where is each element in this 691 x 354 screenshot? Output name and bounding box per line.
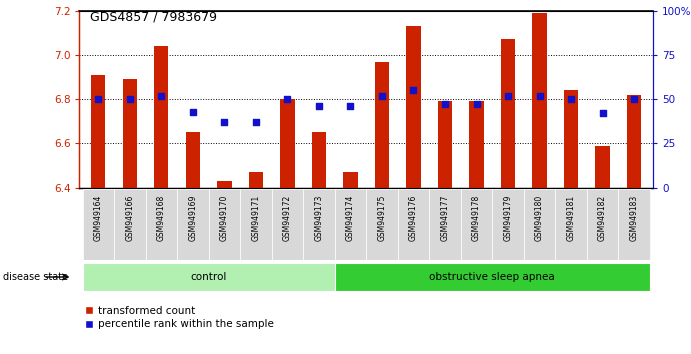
Legend: transformed count, percentile rank within the sample: transformed count, percentile rank withi… (85, 306, 274, 329)
Bar (469, 101, 484, 188)
FancyBboxPatch shape (556, 189, 587, 260)
Point (93, 96, 104, 102)
Bar (438, 101, 452, 188)
Point (124, 96, 135, 102)
Bar (154, 46, 169, 188)
FancyBboxPatch shape (177, 189, 209, 260)
FancyBboxPatch shape (334, 189, 366, 260)
FancyBboxPatch shape (146, 189, 177, 260)
Text: GSM949175: GSM949175 (377, 195, 386, 241)
Bar (186, 132, 200, 188)
Text: GSM949174: GSM949174 (346, 195, 355, 241)
Point (282, 96, 293, 102)
Bar (249, 172, 263, 188)
Text: GSM949166: GSM949166 (125, 195, 134, 241)
Text: GSM949170: GSM949170 (220, 195, 229, 241)
FancyBboxPatch shape (303, 189, 334, 260)
Text: GSM949177: GSM949177 (440, 195, 450, 241)
Text: control: control (191, 272, 227, 282)
FancyBboxPatch shape (240, 189, 272, 260)
Text: GSM949168: GSM949168 (157, 195, 166, 241)
Point (534, 93, 545, 98)
Text: GSM949181: GSM949181 (567, 195, 576, 241)
Text: GSM949169: GSM949169 (189, 195, 198, 241)
Bar (406, 26, 421, 188)
Point (219, 119, 230, 125)
Text: GSM949179: GSM949179 (504, 195, 513, 241)
FancyBboxPatch shape (272, 189, 303, 260)
Bar (218, 181, 231, 188)
FancyBboxPatch shape (366, 189, 398, 260)
Text: disease state: disease state (3, 272, 68, 282)
FancyBboxPatch shape (83, 263, 334, 291)
FancyBboxPatch shape (83, 189, 114, 260)
FancyBboxPatch shape (492, 189, 524, 260)
FancyBboxPatch shape (209, 189, 240, 260)
FancyBboxPatch shape (429, 189, 461, 260)
Text: GDS4857 / 7983679: GDS4857 / 7983679 (90, 11, 217, 24)
FancyBboxPatch shape (618, 189, 650, 260)
Text: GSM949171: GSM949171 (252, 195, 261, 241)
Bar (564, 90, 578, 188)
Point (439, 102, 451, 107)
Point (377, 93, 388, 98)
Bar (281, 99, 294, 188)
Text: GSM949180: GSM949180 (535, 195, 544, 241)
Bar (501, 39, 515, 188)
Text: GSM949164: GSM949164 (94, 195, 103, 241)
Point (156, 93, 167, 98)
Point (565, 96, 576, 102)
FancyBboxPatch shape (114, 189, 146, 260)
Point (408, 87, 419, 93)
Text: obstructive sleep apnea: obstructive sleep apnea (429, 272, 555, 282)
Point (629, 96, 640, 102)
Text: GSM949173: GSM949173 (314, 195, 323, 241)
Bar (343, 172, 357, 188)
Bar (312, 132, 326, 188)
Point (471, 102, 482, 107)
Point (345, 103, 356, 109)
Point (250, 119, 261, 125)
Point (314, 103, 325, 109)
FancyBboxPatch shape (461, 189, 492, 260)
Bar (91, 75, 106, 188)
Text: GSM949172: GSM949172 (283, 195, 292, 241)
FancyBboxPatch shape (524, 189, 556, 260)
FancyBboxPatch shape (398, 189, 429, 260)
Bar (375, 62, 389, 188)
Bar (123, 79, 137, 188)
Text: GSM949178: GSM949178 (472, 195, 481, 241)
Text: GSM949176: GSM949176 (409, 195, 418, 241)
Point (597, 110, 608, 116)
Point (502, 93, 513, 98)
Text: GSM949182: GSM949182 (598, 195, 607, 241)
FancyBboxPatch shape (334, 263, 650, 291)
Bar (627, 95, 641, 188)
FancyBboxPatch shape (587, 189, 618, 260)
Bar (533, 13, 547, 188)
Text: GSM949183: GSM949183 (630, 195, 638, 241)
Point (187, 109, 198, 114)
Bar (596, 145, 609, 188)
